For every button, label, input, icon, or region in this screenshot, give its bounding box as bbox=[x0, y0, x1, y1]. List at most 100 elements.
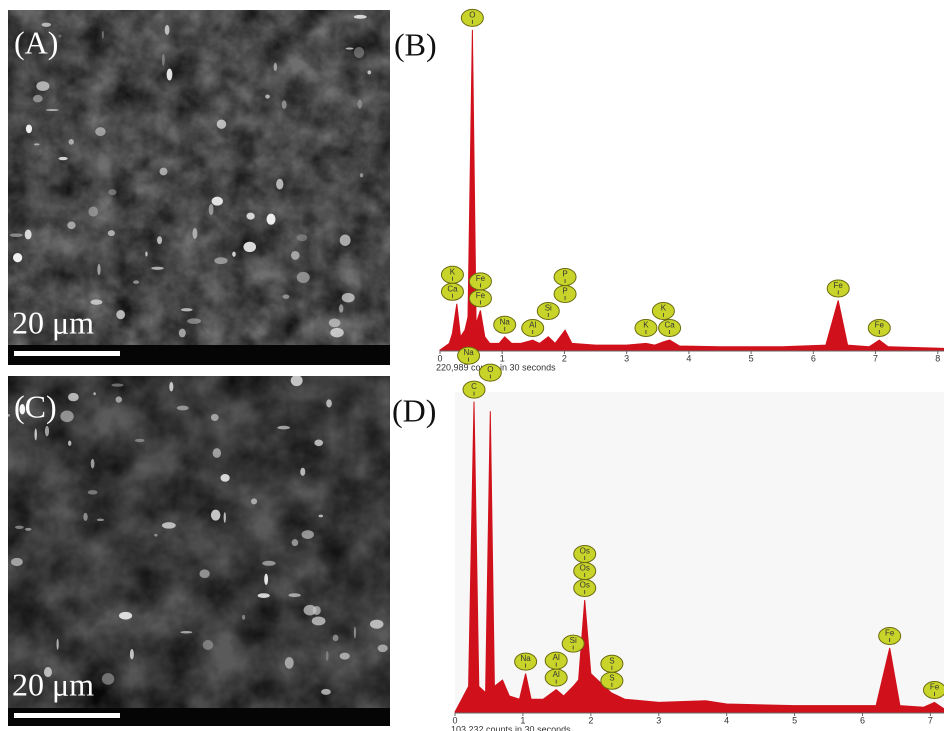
particle bbox=[179, 329, 186, 338]
peak-label: Al bbox=[553, 670, 560, 679]
particle bbox=[102, 31, 104, 39]
peak-label: C bbox=[471, 382, 477, 391]
x-tick-label: 2 bbox=[562, 353, 567, 363]
particle bbox=[162, 54, 165, 66]
particle bbox=[340, 653, 350, 660]
peak-label: P bbox=[562, 270, 567, 279]
particle bbox=[169, 382, 173, 392]
particle bbox=[357, 99, 362, 108]
peak-label: Ca bbox=[447, 284, 458, 293]
particle bbox=[102, 673, 114, 685]
peak-label: Na bbox=[463, 348, 474, 357]
particle bbox=[69, 139, 74, 145]
particle bbox=[111, 384, 123, 387]
particle bbox=[165, 25, 170, 35]
peak-label: P bbox=[562, 287, 567, 296]
particle bbox=[108, 230, 115, 236]
peak-label: Na bbox=[521, 654, 532, 663]
particle bbox=[326, 651, 329, 661]
peak-label: S bbox=[609, 673, 614, 682]
x-tick-label: 5 bbox=[749, 353, 754, 363]
peak-label: S bbox=[609, 656, 614, 665]
particle bbox=[34, 143, 40, 145]
particle bbox=[11, 558, 23, 566]
particle bbox=[135, 439, 145, 442]
particle bbox=[45, 426, 49, 436]
particle bbox=[333, 635, 339, 642]
particle bbox=[83, 513, 87, 521]
peak-label: Ca bbox=[664, 321, 675, 330]
particle bbox=[267, 214, 276, 225]
particle bbox=[319, 515, 324, 518]
peak-label: K bbox=[643, 321, 649, 330]
particle bbox=[58, 35, 61, 38]
spectrum bbox=[440, 30, 944, 350]
particle bbox=[329, 318, 341, 327]
particle bbox=[354, 47, 364, 58]
peak-label: Fe bbox=[476, 274, 486, 283]
particle bbox=[277, 426, 290, 430]
particle bbox=[258, 593, 270, 598]
particle bbox=[7, 414, 10, 417]
caption: 103,232 counts in 30 seconds bbox=[451, 724, 571, 731]
peak-label: Si bbox=[545, 304, 552, 313]
peak-label: Os bbox=[580, 581, 590, 590]
particle bbox=[154, 534, 157, 537]
particle bbox=[300, 468, 305, 476]
particle bbox=[274, 63, 277, 71]
particle bbox=[217, 120, 226, 129]
particle bbox=[224, 512, 226, 523]
x-tick-label: 5 bbox=[792, 715, 797, 725]
particle bbox=[97, 519, 104, 521]
particle bbox=[59, 157, 68, 160]
particle bbox=[15, 526, 24, 529]
particle bbox=[312, 616, 326, 625]
particle bbox=[242, 615, 245, 620]
particle bbox=[212, 197, 223, 206]
particle bbox=[251, 498, 257, 504]
peak-label: Na bbox=[500, 317, 511, 326]
peak-label: O bbox=[487, 365, 493, 374]
particle bbox=[180, 631, 192, 633]
panel-label: (A) bbox=[14, 24, 58, 60]
particle bbox=[36, 81, 49, 91]
particle bbox=[97, 264, 100, 275]
particle bbox=[330, 328, 343, 338]
particle bbox=[88, 490, 98, 494]
particle bbox=[68, 441, 71, 446]
x-tick-label: 2 bbox=[588, 715, 593, 725]
particle bbox=[119, 612, 132, 620]
particle bbox=[221, 474, 230, 482]
panel-label: (C) bbox=[14, 388, 57, 424]
particle bbox=[95, 127, 105, 136]
particle bbox=[288, 593, 300, 597]
particle bbox=[285, 657, 294, 669]
particle bbox=[297, 272, 310, 283]
particle bbox=[262, 561, 275, 566]
x-tick-label: 7 bbox=[873, 353, 878, 363]
peak-label: O bbox=[469, 11, 475, 20]
particle bbox=[35, 428, 37, 440]
peak-label: Si bbox=[570, 636, 577, 645]
particle bbox=[247, 213, 255, 220]
particle bbox=[214, 257, 227, 264]
particle bbox=[265, 94, 270, 98]
scale-label: 20 μm bbox=[12, 666, 94, 702]
particle bbox=[211, 414, 219, 421]
particle bbox=[354, 15, 367, 19]
particle bbox=[302, 530, 314, 539]
particle bbox=[57, 639, 59, 650]
particle bbox=[167, 69, 173, 81]
scale-label: 20 μm bbox=[12, 304, 94, 340]
particle bbox=[91, 459, 95, 469]
particle bbox=[160, 168, 168, 176]
peak-label: Fe bbox=[930, 683, 940, 692]
x-tick-label: 3 bbox=[624, 353, 629, 363]
particle bbox=[46, 109, 59, 111]
particle bbox=[264, 574, 268, 585]
particle bbox=[291, 251, 300, 260]
particle bbox=[116, 310, 125, 319]
particle bbox=[346, 47, 354, 49]
peak-label: Al bbox=[529, 321, 536, 330]
particle bbox=[68, 393, 79, 401]
